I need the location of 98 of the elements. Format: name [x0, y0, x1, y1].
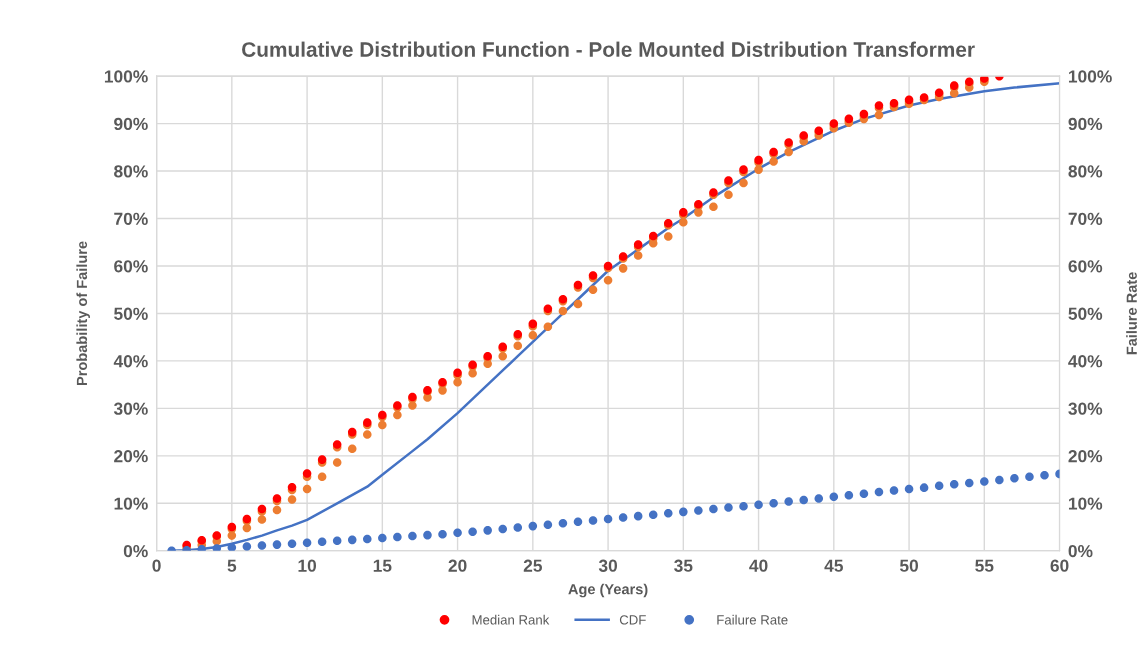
y-tick-label: 20%: [114, 450, 148, 463]
x-tick-label: 20: [448, 559, 467, 572]
x-tick-label: 15: [373, 559, 392, 572]
y-tick-label: 80%: [114, 165, 148, 178]
point: [980, 477, 989, 486]
y2-tick-label: 40%: [1068, 355, 1103, 368]
x-tick-label: 5: [227, 559, 237, 572]
point: [257, 541, 267, 550]
y-tick-label: 10%: [114, 497, 148, 510]
point: [212, 544, 222, 551]
point: [483, 526, 492, 535]
legend-label: Median Rank: [472, 614, 550, 625]
y-tick-label: 30%: [113, 402, 148, 415]
y2-tick-label: 80%: [1068, 165, 1103, 178]
point: [317, 537, 327, 547]
point: [378, 533, 387, 543]
x-tick-label: 30: [598, 559, 618, 572]
point: [919, 483, 929, 492]
point: [784, 497, 793, 506]
y-tick-label: 90%: [114, 117, 148, 131]
y2-tick-label: 60%: [1068, 260, 1103, 273]
point: [1025, 472, 1034, 482]
y-tick-label: 40%: [113, 355, 148, 368]
y-tick-label: 100%: [104, 70, 148, 83]
point: [814, 494, 824, 503]
point: [287, 539, 297, 548]
point: [663, 509, 673, 518]
y2-tick-label: 0%: [1068, 544, 1093, 558]
point: [423, 530, 432, 540]
point: [964, 478, 974, 488]
point: [408, 531, 417, 541]
point: [558, 518, 568, 528]
point: [618, 513, 628, 522]
point: [889, 486, 899, 495]
point: [995, 475, 1004, 485]
y2-tick-label: 70%: [1068, 212, 1103, 225]
legend-label: CDF: [619, 615, 646, 625]
point: [694, 506, 703, 515]
point: [363, 534, 372, 544]
point: [513, 523, 523, 532]
point: [709, 504, 718, 514]
point: [272, 540, 282, 549]
y-tick-label: 60%: [114, 260, 148, 273]
x-tick-label: 55: [975, 559, 994, 572]
y2-tick-label: 100%: [1068, 70, 1112, 83]
point: [859, 489, 869, 499]
x-tick-label: 35: [674, 559, 693, 572]
point: [468, 527, 477, 537]
point: [769, 499, 778, 508]
point: [603, 514, 613, 524]
y2-tick-label: 90%: [1068, 117, 1103, 131]
chart-title: Cumulative Distribution Function - Pole Mounted Distribution Transformer: [242, 41, 975, 57]
point: [242, 542, 252, 551]
point: [633, 511, 643, 521]
legend-label: Failure Rate: [717, 614, 788, 625]
x-tick-label: 25: [523, 559, 542, 572]
y-axis-title: Probability of Failure: [76, 241, 90, 385]
point: [799, 495, 808, 505]
point: [498, 524, 508, 534]
y2-tick-label: 20%: [1068, 450, 1103, 463]
point: [347, 535, 357, 545]
point: [904, 484, 914, 494]
point: [679, 507, 688, 517]
point: [754, 500, 763, 510]
point: [648, 510, 658, 519]
x-tick-label: 50: [899, 559, 919, 572]
point: [573, 517, 583, 527]
point: [393, 532, 402, 542]
y2-tick-label: 30%: [1068, 402, 1103, 415]
point: [1040, 471, 1049, 480]
point: [1010, 473, 1019, 483]
y-tick-label: 50%: [114, 307, 148, 320]
point: [829, 492, 839, 501]
x-tick-label: 10: [298, 559, 317, 572]
y2-tick-label: 10%: [1068, 497, 1103, 510]
point: [227, 543, 237, 551]
point: [543, 520, 553, 529]
point: [438, 529, 447, 539]
x-tick-label: 40: [749, 559, 768, 572]
point: [302, 538, 312, 547]
point: [528, 521, 538, 531]
x-axis-title: Age (Years): [568, 583, 648, 598]
point: [588, 516, 598, 525]
y-tick-label: 70%: [114, 212, 148, 225]
point: [453, 528, 462, 538]
point: [724, 503, 733, 512]
y2-axis-title: Failure Rate: [1126, 272, 1137, 355]
y2-tick-label: 50%: [1068, 307, 1103, 320]
point: [739, 501, 748, 511]
point: [844, 490, 854, 500]
point: [874, 487, 884, 497]
x-tick-label: 0: [152, 559, 161, 572]
point: [949, 480, 959, 489]
point: [934, 481, 944, 491]
x-tick-label: 60: [1050, 559, 1069, 572]
point: [332, 536, 342, 546]
x-tick-label: 45: [824, 559, 843, 572]
y-tick-label: 0%: [123, 544, 148, 558]
